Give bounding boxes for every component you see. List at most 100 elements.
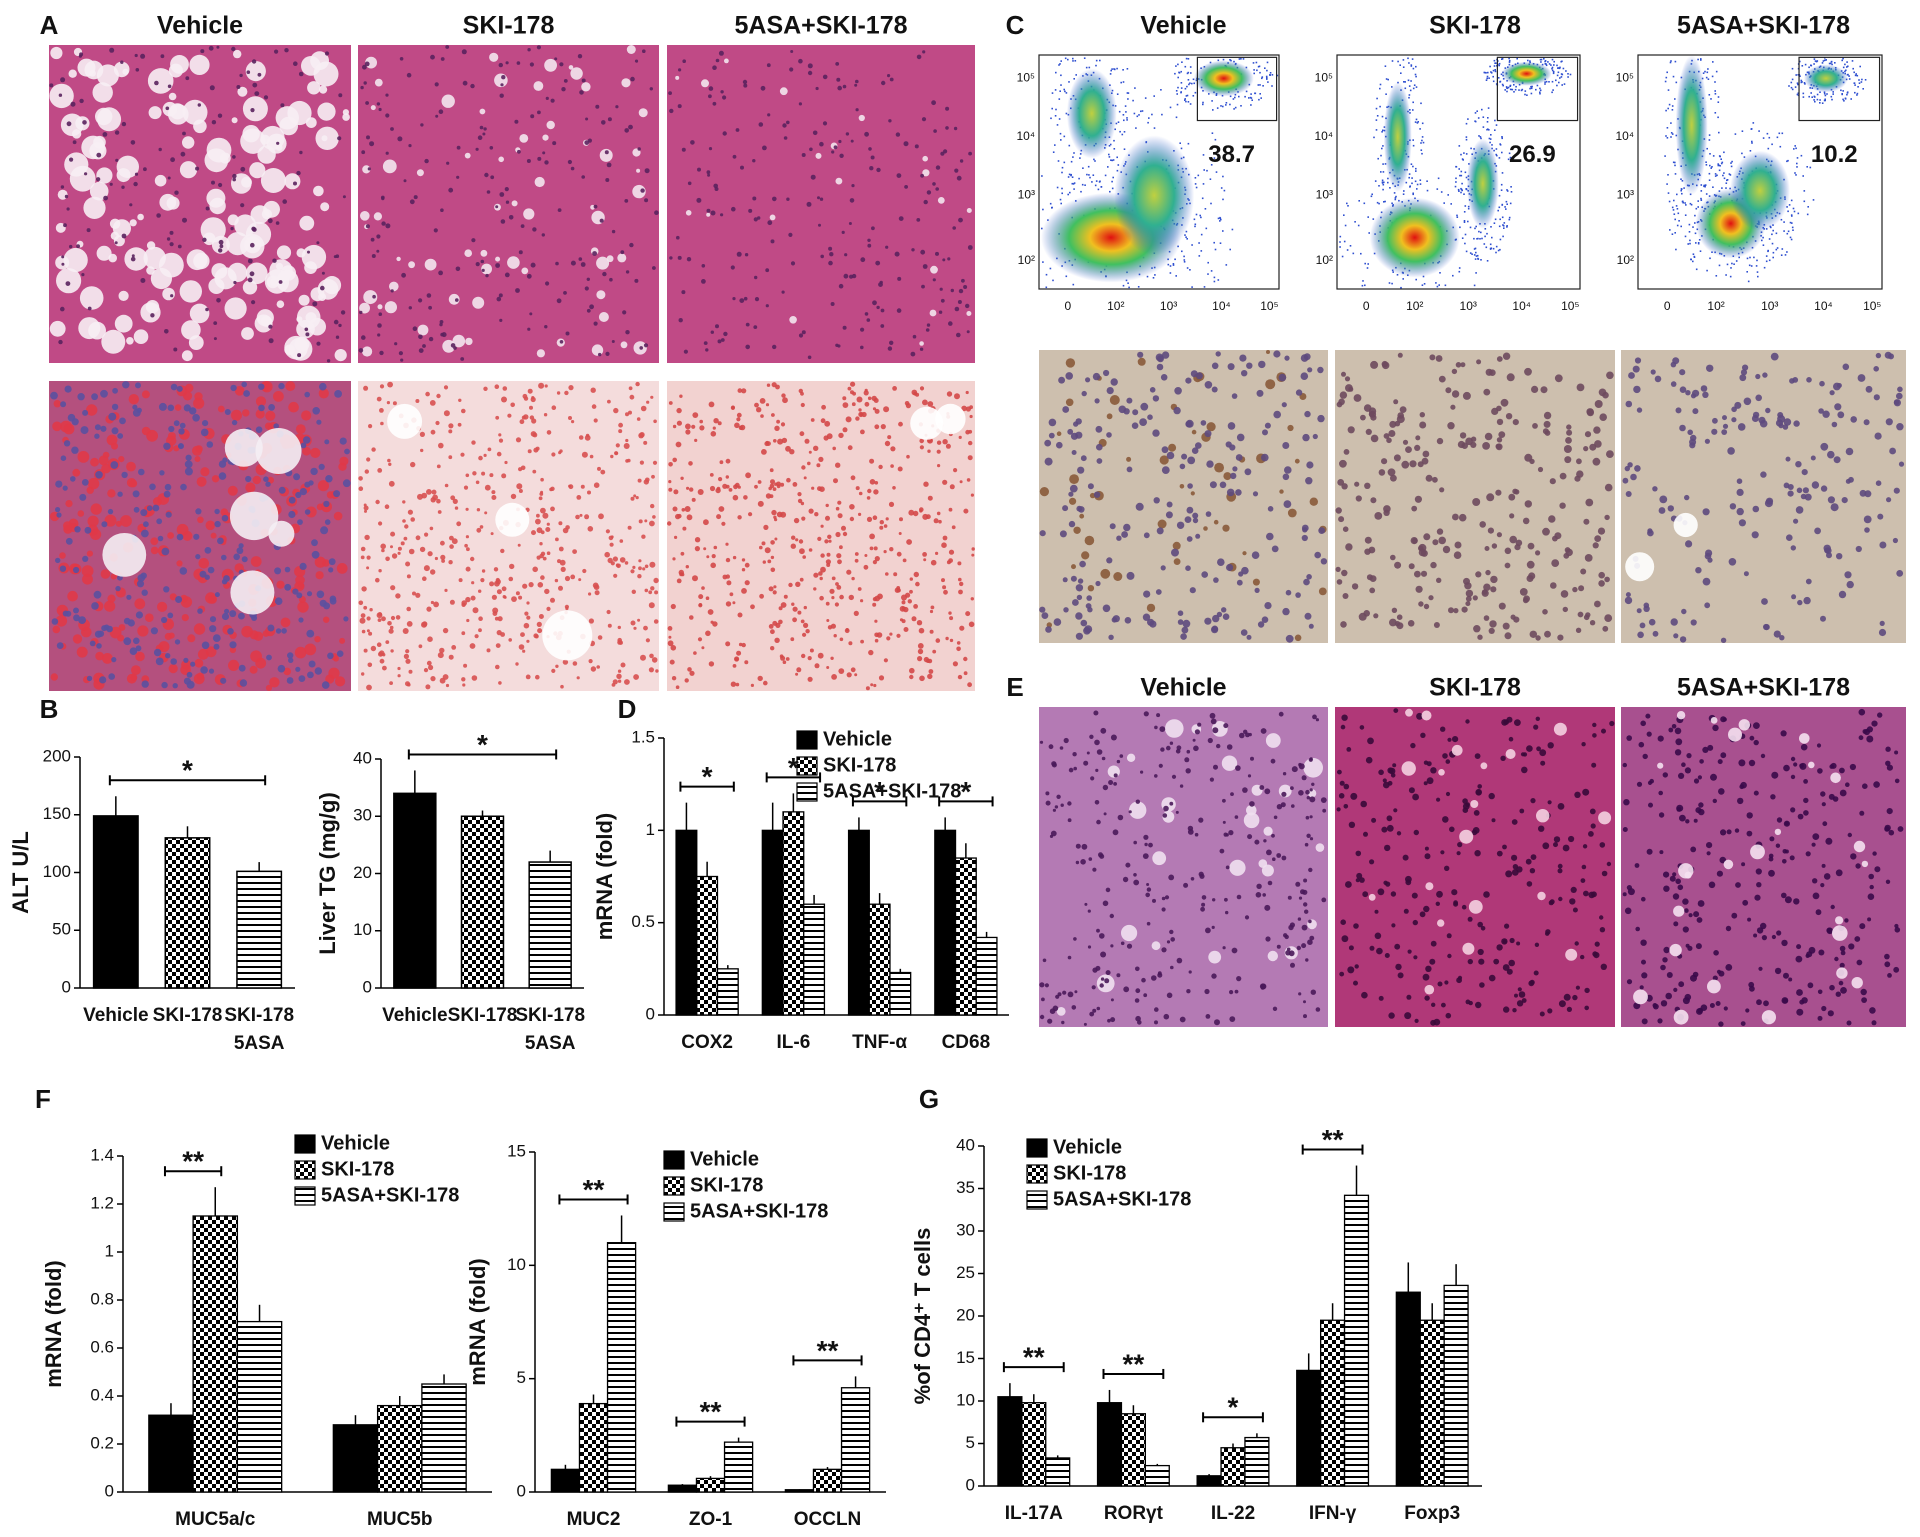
tissue-detail	[760, 414, 764, 418]
flow-event	[1502, 172, 1504, 174]
tissue-detail	[149, 106, 162, 119]
tissue-detail	[1166, 511, 1173, 518]
tissue-detail	[1040, 487, 1049, 496]
tissue-detail	[1123, 524, 1130, 531]
tissue-detail	[551, 452, 555, 456]
tissue-detail	[1062, 406, 1069, 413]
tissue-detail	[712, 554, 716, 558]
tissue-detail	[112, 427, 119, 434]
tissue-detail	[1493, 959, 1499, 965]
flow-event	[1466, 251, 1468, 253]
tissue-detail	[558, 208, 562, 212]
tissue-detail	[598, 513, 604, 519]
tissue-detail	[716, 59, 720, 63]
tissue-detail	[516, 437, 521, 442]
micrograph-bg	[667, 45, 975, 363]
tissue-detail	[595, 590, 600, 595]
tissue-detail	[1543, 428, 1549, 434]
tissue-detail	[64, 424, 75, 435]
tissue-detail	[1049, 419, 1057, 427]
tissue-detail	[60, 307, 65, 312]
tissue-detail	[111, 443, 118, 450]
flow-event	[1190, 66, 1192, 68]
tissue-detail	[1140, 771, 1143, 774]
tissue-detail	[238, 613, 245, 620]
tissue-detail	[1713, 950, 1719, 956]
tissue-detail	[1695, 807, 1701, 813]
tissue-detail	[939, 311, 942, 314]
tissue-detail	[1513, 617, 1519, 623]
tissue-detail	[495, 665, 500, 670]
tissue-detail	[1403, 440, 1408, 445]
tissue-detail	[201, 429, 209, 437]
flow-event	[1055, 72, 1057, 74]
tissue-detail	[1633, 386, 1640, 393]
tissue-detail	[625, 412, 629, 416]
tissue-detail	[1548, 515, 1555, 522]
tissue-detail	[906, 539, 912, 545]
tissue-detail	[1824, 873, 1831, 880]
flow-event	[1198, 175, 1200, 177]
flow-event	[1364, 285, 1366, 287]
flow-event	[1354, 221, 1356, 223]
tissue-detail	[1123, 986, 1129, 992]
tissue-detail	[404, 179, 407, 182]
tissue-detail	[325, 51, 329, 55]
flow-event	[1488, 107, 1490, 109]
tissue-detail	[1571, 887, 1577, 893]
flow-event	[1506, 201, 1508, 203]
tissue-detail	[1096, 820, 1101, 825]
flow-event	[1206, 228, 1208, 230]
tissue-detail	[1836, 967, 1847, 978]
tissue-detail	[884, 524, 888, 528]
tissue-detail	[1753, 722, 1760, 729]
flow-event	[1435, 282, 1437, 284]
tissue-detail	[1205, 430, 1212, 437]
tissue-detail	[210, 616, 216, 622]
tissue-detail	[843, 402, 849, 408]
tissue-detail	[1093, 711, 1098, 716]
tissue-detail	[58, 340, 62, 344]
tissue-detail	[94, 434, 99, 439]
tissue-detail	[112, 404, 118, 410]
tissue-detail	[288, 402, 299, 413]
tissue-detail	[476, 481, 480, 485]
tissue-detail	[910, 577, 913, 580]
tissue-detail	[972, 547, 975, 550]
tissue-detail	[958, 675, 962, 679]
tissue-detail	[645, 478, 650, 483]
flow-event	[1095, 65, 1097, 67]
flow-event	[1463, 193, 1465, 195]
tissue-detail	[141, 530, 149, 538]
tissue-detail	[898, 422, 903, 427]
tissue-detail	[949, 616, 953, 620]
tissue-detail	[1447, 933, 1452, 938]
tissue-detail	[773, 585, 776, 588]
column-label: SKI-178	[463, 12, 555, 40]
flow-event	[1203, 183, 1205, 185]
tissue-detail	[828, 540, 831, 543]
flow-event	[1459, 267, 1461, 269]
flow-event	[1248, 97, 1250, 99]
tissue-detail	[708, 609, 714, 615]
tissue-detail	[545, 527, 550, 532]
flow-event	[1122, 134, 1124, 136]
tissue-detail	[1888, 353, 1894, 359]
tissue-detail	[827, 535, 831, 539]
flow-event	[1187, 73, 1189, 75]
tissue-detail	[137, 214, 144, 221]
tissue-detail	[889, 341, 893, 345]
tissue-detail	[1421, 571, 1427, 577]
tissue-detail	[1365, 537, 1372, 544]
flow-x-tick: 10⁴	[1212, 299, 1231, 313]
tissue-detail	[1835, 916, 1843, 924]
tissue-detail	[378, 304, 383, 309]
tissue-detail	[841, 526, 846, 531]
tissue-detail	[835, 532, 840, 537]
tissue-detail	[296, 316, 302, 322]
tissue-detail	[1521, 767, 1528, 774]
gate-percent: 38.7	[1208, 141, 1255, 168]
tissue-detail	[1745, 1008, 1749, 1012]
tissue-detail	[1314, 552, 1321, 559]
tissue-detail	[462, 683, 465, 686]
